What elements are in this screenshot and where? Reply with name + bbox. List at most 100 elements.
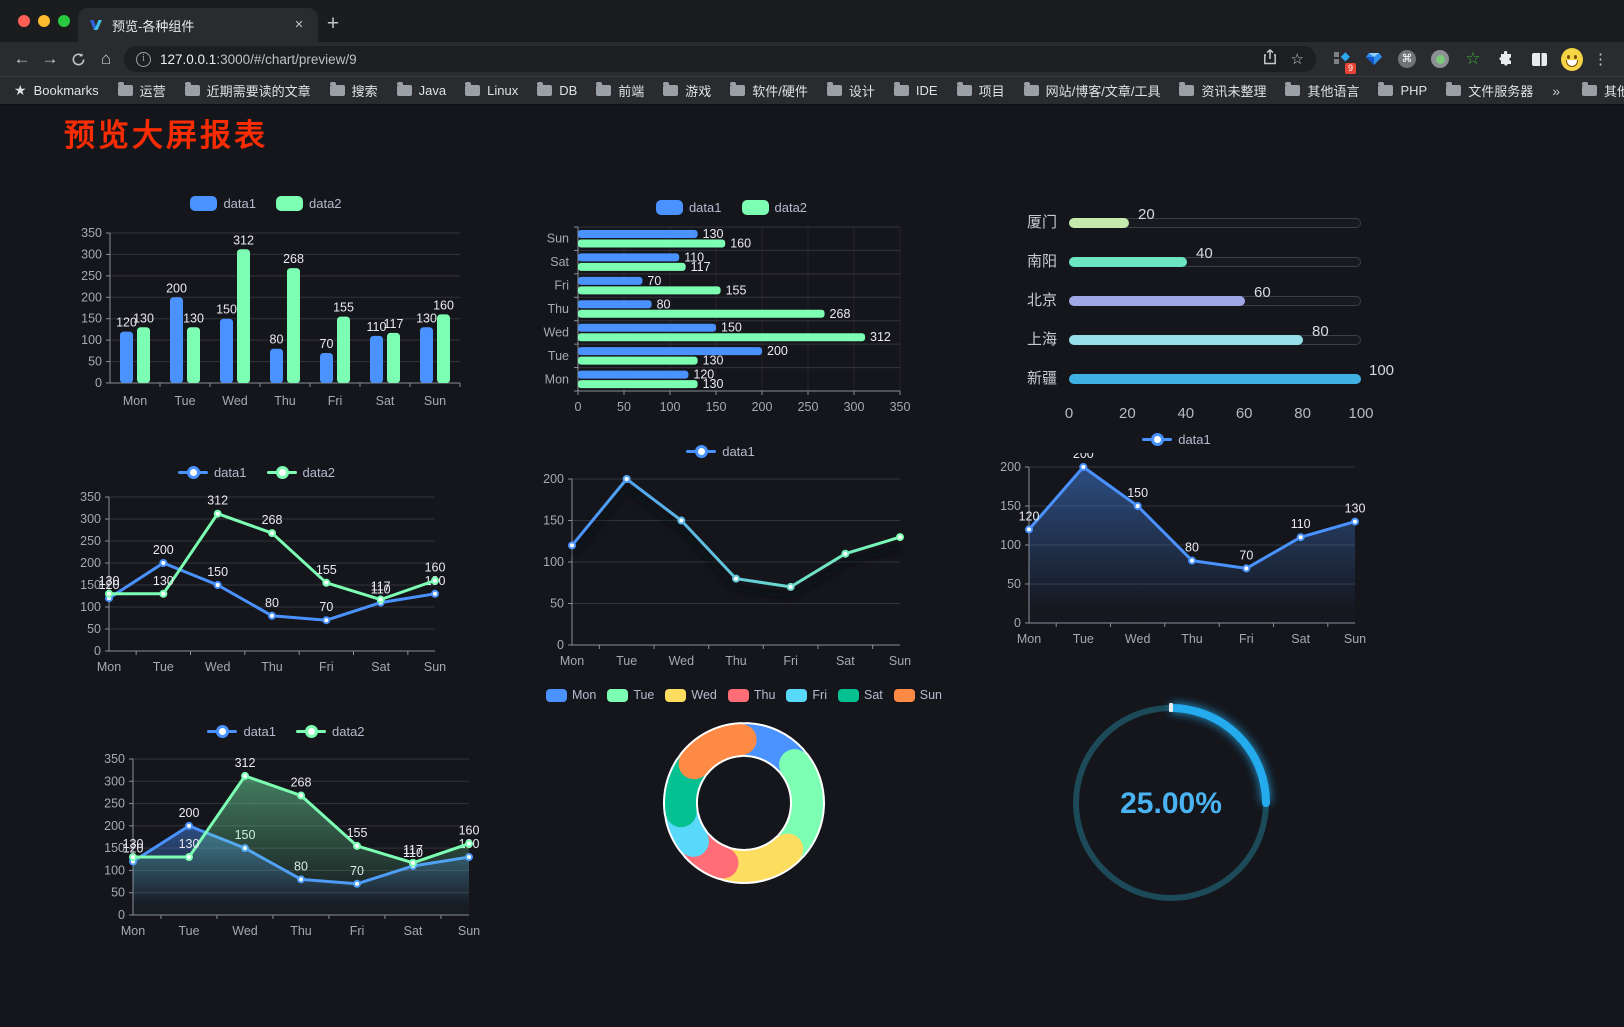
svg-text:117: 117 — [370, 580, 390, 594]
bookmarks-overflow-icon[interactable]: » — [1552, 82, 1561, 99]
home-button[interactable]: ⌂ — [100, 49, 112, 68]
folder-icon — [1179, 82, 1195, 96]
svg-text:80: 80 — [1185, 541, 1199, 555]
chart-panel-grouped-bar: data1 data2 0 50 100 150 200 250 300 350 Mon 120 130… — [6, 151, 526, 423]
folder-icon — [117, 82, 133, 96]
bookmark-folder[interactable]: DB — [537, 82, 577, 98]
bookmark-folder[interactable]: 游戏 — [663, 81, 711, 100]
legend-item[interactable]: data1 — [1142, 432, 1211, 447]
bookmark-folder[interactable]: 运营 — [117, 81, 166, 100]
bookmark-folder[interactable]: Linux — [465, 82, 518, 98]
legend-item[interactable]: data2 — [266, 465, 335, 480]
tab-close-icon[interactable]: × — [294, 16, 304, 33]
legend-item[interactable]: Mon — [545, 688, 596, 702]
forward-button[interactable]: → — [41, 49, 59, 68]
legend-item[interactable]: data1 — [655, 199, 722, 215]
progress-fill — [1069, 256, 1187, 267]
svg-text:80: 80 — [656, 297, 670, 311]
svg-text:Fri: Fri — [319, 660, 334, 674]
svg-text:200: 200 — [1000, 460, 1021, 474]
svg-text:117: 117 — [403, 843, 423, 857]
reload-button[interactable] — [64, 45, 92, 73]
extension-record-icon[interactable] — [1429, 48, 1451, 70]
svg-text:150: 150 — [104, 841, 125, 855]
legend-item[interactable]: data1 — [207, 724, 276, 739]
legend-item[interactable]: data2 — [276, 195, 342, 211]
legend-item[interactable]: Thu — [727, 688, 775, 702]
progress-track: 40 — [1069, 246, 1361, 267]
bookmark-folder[interactable]: 其他语言 — [1285, 81, 1359, 100]
svg-text:268: 268 — [829, 307, 850, 321]
bookmark-folder[interactable]: 前端 — [596, 81, 644, 100]
svg-text:150: 150 — [216, 303, 237, 317]
svg-text:120: 120 — [116, 316, 137, 330]
svg-text:50: 50 — [88, 355, 102, 369]
svg-text:130: 130 — [1344, 502, 1365, 516]
other-bookmarks[interactable]: 其他书签 — [1582, 81, 1624, 100]
svg-text:Fri: Fri — [783, 654, 798, 668]
svg-text:268: 268 — [261, 513, 282, 527]
legend-item[interactable]: data2 — [296, 724, 365, 739]
legend-item[interactable]: data1 — [190, 195, 256, 211]
svg-text:Fri: Fri — [350, 924, 365, 938]
svg-text:120: 120 — [123, 842, 144, 856]
extension-star-icon[interactable]: ☆ — [1465, 49, 1481, 68]
maximize-window-button[interactable] — [58, 15, 70, 27]
back-button[interactable]: ← — [13, 49, 31, 68]
share-icon[interactable] — [1263, 49, 1277, 69]
profile-avatar[interactable] — [1561, 47, 1583, 71]
browser-tab[interactable]: 预览-各种组件 × — [78, 8, 318, 42]
close-window-button[interactable] — [18, 15, 30, 27]
address-bar[interactable]: i 127.0.0.1 :3000/#/chart/preview/9 ☆ — [124, 46, 1316, 72]
svg-text:150: 150 — [705, 400, 726, 414]
extension-command-icon[interactable]: ⌘ — [1396, 48, 1418, 70]
svg-text:200: 200 — [767, 344, 788, 358]
bookmark-folder[interactable]: 搜索 — [329, 81, 378, 100]
browser-menu-icon[interactable]: ⋮ — [1593, 51, 1608, 68]
line-chart: 0 50 100 150 200 250 300 350 Mon Tue Wed Thu Fri Sat S… — [67, 483, 447, 679]
chart-legend: data1 data2 — [207, 719, 365, 743]
legend-item[interactable]: Sun — [893, 688, 942, 702]
legend-item[interactable]: Wed — [665, 688, 717, 702]
progress-fill — [1069, 334, 1303, 345]
bookmark-folder[interactable]: IDE — [893, 82, 938, 98]
legend-item[interactable]: data2 — [741, 199, 807, 215]
bookmark-folder[interactable]: 近期需要读的文章 — [184, 81, 311, 100]
window-controls[interactable] — [18, 15, 70, 27]
legend-item[interactable]: Tue — [607, 688, 654, 702]
bookmark-folder[interactable]: 软件/硬件 — [730, 81, 808, 100]
bookmark-folder[interactable]: 网站/博客/文章/工具 — [1023, 81, 1160, 100]
minimize-window-button[interactable] — [38, 15, 50, 27]
svg-text:Sat: Sat — [1291, 632, 1310, 646]
svg-text:Mon: Mon — [1016, 632, 1040, 646]
bookmark-folder[interactable]: 文件服务器 — [1446, 81, 1533, 100]
chart-legend: data1 — [1142, 427, 1211, 451]
legend-item[interactable]: Sat — [838, 688, 883, 702]
svg-text:0: 0 — [574, 400, 581, 414]
page-info-icon[interactable]: i — [136, 51, 151, 67]
bookmark-star-icon[interactable]: ☆ — [1290, 51, 1304, 68]
extension-gem-icon[interactable] — [1363, 48, 1385, 70]
bookmark-folder[interactable]: Java — [396, 82, 446, 98]
folder-icon — [596, 82, 612, 96]
svg-text:155: 155 — [347, 826, 368, 840]
bookmark-folder[interactable]: 资讯未整理 — [1179, 81, 1266, 100]
svg-text:50: 50 — [617, 400, 631, 414]
chart-panel-gauge: 25.00% — [946, 679, 1396, 979]
extension-grid-icon[interactable]: ◆ 9 — [1330, 48, 1356, 74]
bookmark-folder[interactable]: 设计 — [826, 81, 875, 100]
bookmarks-root[interactable]: ★ Bookmarks — [14, 82, 99, 98]
extension-badge: 9 — [1344, 63, 1356, 74]
side-panel-icon[interactable] — [1528, 48, 1550, 70]
new-tab-button[interactable]: + — [326, 12, 340, 35]
legend-item[interactable]: data1 — [177, 465, 247, 480]
bookmark-folder[interactable]: PHP — [1378, 82, 1427, 98]
legend-item[interactable]: data1 — [686, 444, 755, 459]
svg-text:350: 350 — [80, 490, 101, 504]
svg-text:Wed: Wed — [543, 325, 569, 339]
svg-text:Wed: Wed — [204, 660, 230, 674]
bookmark-folder[interactable]: 项目 — [956, 81, 1005, 100]
legend-item[interactable]: Fri — [786, 688, 827, 702]
extensions-puzzle-icon[interactable] — [1495, 48, 1517, 70]
folder-icon — [826, 82, 842, 96]
